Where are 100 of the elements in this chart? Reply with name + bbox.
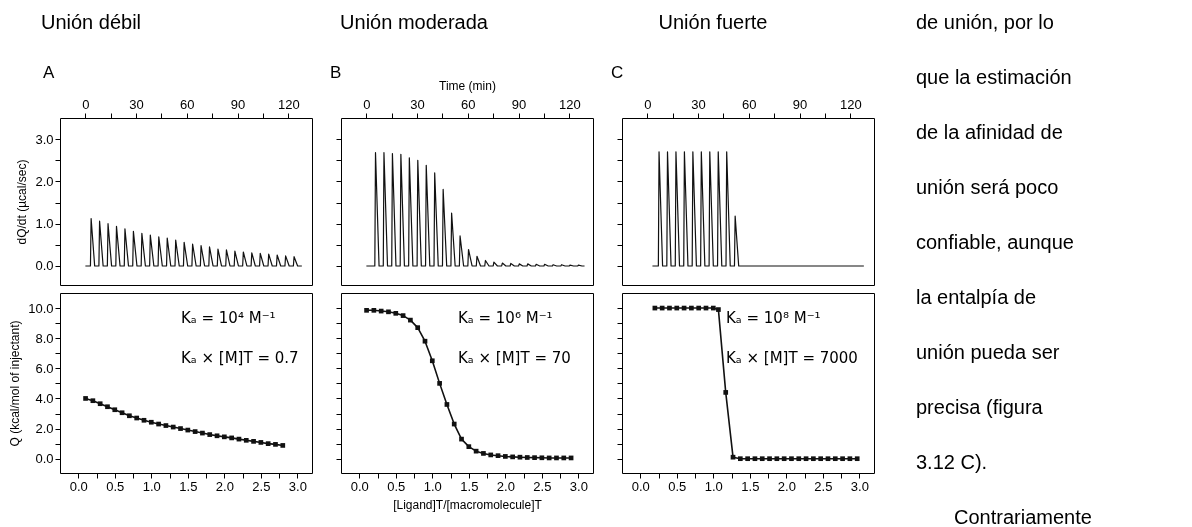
point [745,456,750,462]
point [767,456,772,462]
x-tick-label: 120 [277,96,300,112]
point [473,448,479,454]
point [415,325,421,330]
point [200,430,205,436]
point [854,456,860,462]
y-tick-label: 10.0 [28,300,54,316]
x-tick-label: 0 [644,96,652,112]
annotation: Kₐ = 10⁶ M⁻¹ [458,309,553,327]
annotation: Kₐ = 10⁸ M⁻¹ [726,309,821,327]
point [495,453,501,459]
point [127,413,132,419]
point [429,358,435,364]
x-tick-label: 3.0 [569,478,588,494]
y-tick-label: 3.0 [35,131,54,147]
point [730,454,736,460]
point [386,309,391,315]
y-tick-label: 0.0 [35,451,54,467]
y-tick-label: 6.0 [35,360,54,376]
point [222,434,227,440]
y-tick-label: 2.0 [35,421,54,437]
x-tick-label: 1.0 [142,478,161,494]
x-tick-label: 1.5 [460,478,479,494]
point [444,402,450,407]
point [105,404,110,410]
x-tick-label: 30 [691,96,706,112]
point [229,435,234,441]
x-tick-label: 0.0 [69,478,88,494]
point [803,456,809,462]
x-tick-label: 0.5 [668,478,687,494]
point [840,456,845,462]
point [90,398,96,404]
x-tick-label: 2.0 [496,478,515,494]
x-tick-label: 1.5 [179,478,198,494]
point [674,305,680,311]
point [112,407,118,413]
point [170,424,176,430]
point [774,456,780,462]
x-tick-label: 0.0 [350,478,369,494]
point [818,456,824,462]
point [832,456,838,462]
point [524,455,530,460]
point [481,451,486,456]
text: de la afinidad de [916,121,1063,143]
point [466,444,472,449]
x-tick-label: 1.5 [741,478,760,494]
point [378,308,384,314]
text: 3.12 C). [916,451,988,473]
point [156,421,161,427]
point [251,439,256,444]
point [539,455,545,461]
point [178,426,183,431]
x-tick-label: 3.0 [850,478,869,494]
text: confiable, aunque [916,231,1074,253]
x-tick-label: 2.5 [814,478,833,494]
x-tick-label: 60 [180,96,195,112]
x-tick-label: 2.0 [777,478,796,494]
point [847,456,853,462]
point [781,456,787,462]
point [532,455,537,460]
point [659,305,665,311]
point [667,305,672,311]
text: Contrariamente [954,506,1092,527]
point [141,417,147,423]
y-tick-label: 8.0 [35,330,54,346]
y-axis-title: Q (kcal/mol of injectant) [8,320,23,447]
x-tick-label: 2.0 [215,478,234,494]
point [273,442,278,447]
point [163,423,169,428]
x-tick-label: 3.0 [288,478,307,494]
point [716,307,721,312]
point [459,436,464,442]
text: C [611,63,624,82]
x-tick-label: 60 [461,96,476,112]
x-tick-label: 90 [511,96,527,112]
text: unión será poco [916,176,1059,198]
point [364,307,369,313]
point [561,455,567,461]
x-tick-label: 1.0 [423,478,442,494]
x-tick-label: 0.5 [387,478,406,494]
point [737,456,743,462]
y-tick-label: 0.0 [35,258,54,274]
point [119,410,125,416]
point [83,396,88,401]
x-tick-label: 120 [839,96,862,112]
point [752,456,758,462]
point [207,432,213,437]
text: unión pueda ser [916,341,1060,363]
point [97,401,103,407]
text: precisa (figura [916,396,1044,418]
point [488,452,494,458]
text: de unión, por lo [916,11,1054,33]
point [400,313,406,318]
line-series [84,218,303,267]
point [510,454,515,460]
point [554,455,559,461]
x-tick-label: 60 [742,96,757,112]
y-axis-title: dQ/dt (µcal/sec) [15,159,30,245]
point [437,381,442,386]
